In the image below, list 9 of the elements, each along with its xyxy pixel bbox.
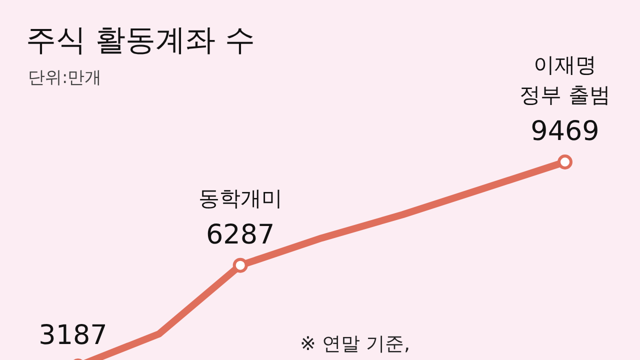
annotation: ※ 연말 기준, bbox=[300, 333, 410, 355]
title: 주식 활동계좌 수 bbox=[26, 23, 256, 58]
annotation: 정부 출범 bbox=[520, 83, 610, 107]
value-label: 9469 bbox=[530, 116, 600, 147]
annotation: 동학개미 bbox=[198, 186, 282, 210]
subtitle: 단위:만개 bbox=[28, 68, 102, 88]
annotation: 이재명 bbox=[534, 53, 596, 77]
value-label: 3187 bbox=[38, 320, 108, 351]
value-label: 6287 bbox=[206, 219, 275, 250]
